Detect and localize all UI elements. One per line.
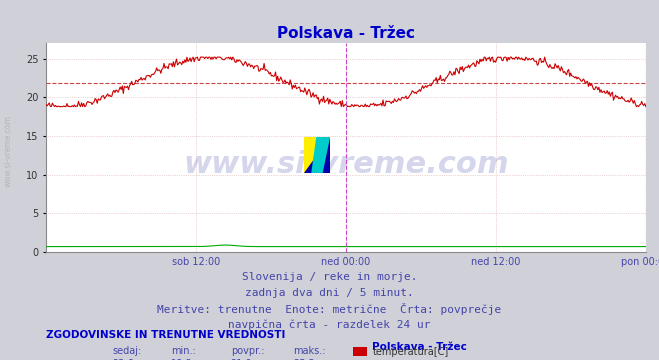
Text: 21,9: 21,9 bbox=[231, 359, 252, 360]
Polygon shape bbox=[304, 137, 330, 173]
Polygon shape bbox=[312, 137, 330, 173]
Polygon shape bbox=[304, 137, 330, 173]
Text: zadnja dva dni / 5 minut.: zadnja dva dni / 5 minut. bbox=[245, 288, 414, 298]
Text: 23,6: 23,6 bbox=[112, 359, 134, 360]
Text: maks.:: maks.: bbox=[293, 346, 326, 356]
Text: ZGODOVINSKE IN TRENUTNE VREDNOSTI: ZGODOVINSKE IN TRENUTNE VREDNOSTI bbox=[46, 330, 285, 341]
Text: min.:: min.: bbox=[171, 346, 196, 356]
Text: Meritve: trenutne  Enote: metrične  Črta: povprečje: Meritve: trenutne Enote: metrične Črta: … bbox=[158, 303, 501, 315]
Text: navpična črta - razdelek 24 ur: navpična črta - razdelek 24 ur bbox=[228, 319, 431, 330]
Text: 18,8: 18,8 bbox=[171, 359, 193, 360]
Text: www.si-vreme.com: www.si-vreme.com bbox=[3, 115, 13, 187]
Title: Polskava - Tržec: Polskava - Tržec bbox=[277, 26, 415, 41]
Text: Polskava - Tržec: Polskava - Tržec bbox=[372, 342, 467, 352]
Text: Slovenija / reke in morje.: Slovenija / reke in morje. bbox=[242, 272, 417, 282]
Text: temperatura[C]: temperatura[C] bbox=[372, 347, 449, 357]
Text: povpr.:: povpr.: bbox=[231, 346, 264, 356]
Text: sedaj:: sedaj: bbox=[112, 346, 141, 356]
Text: www.si-vreme.com: www.si-vreme.com bbox=[183, 150, 509, 179]
Text: 25,2: 25,2 bbox=[293, 359, 315, 360]
